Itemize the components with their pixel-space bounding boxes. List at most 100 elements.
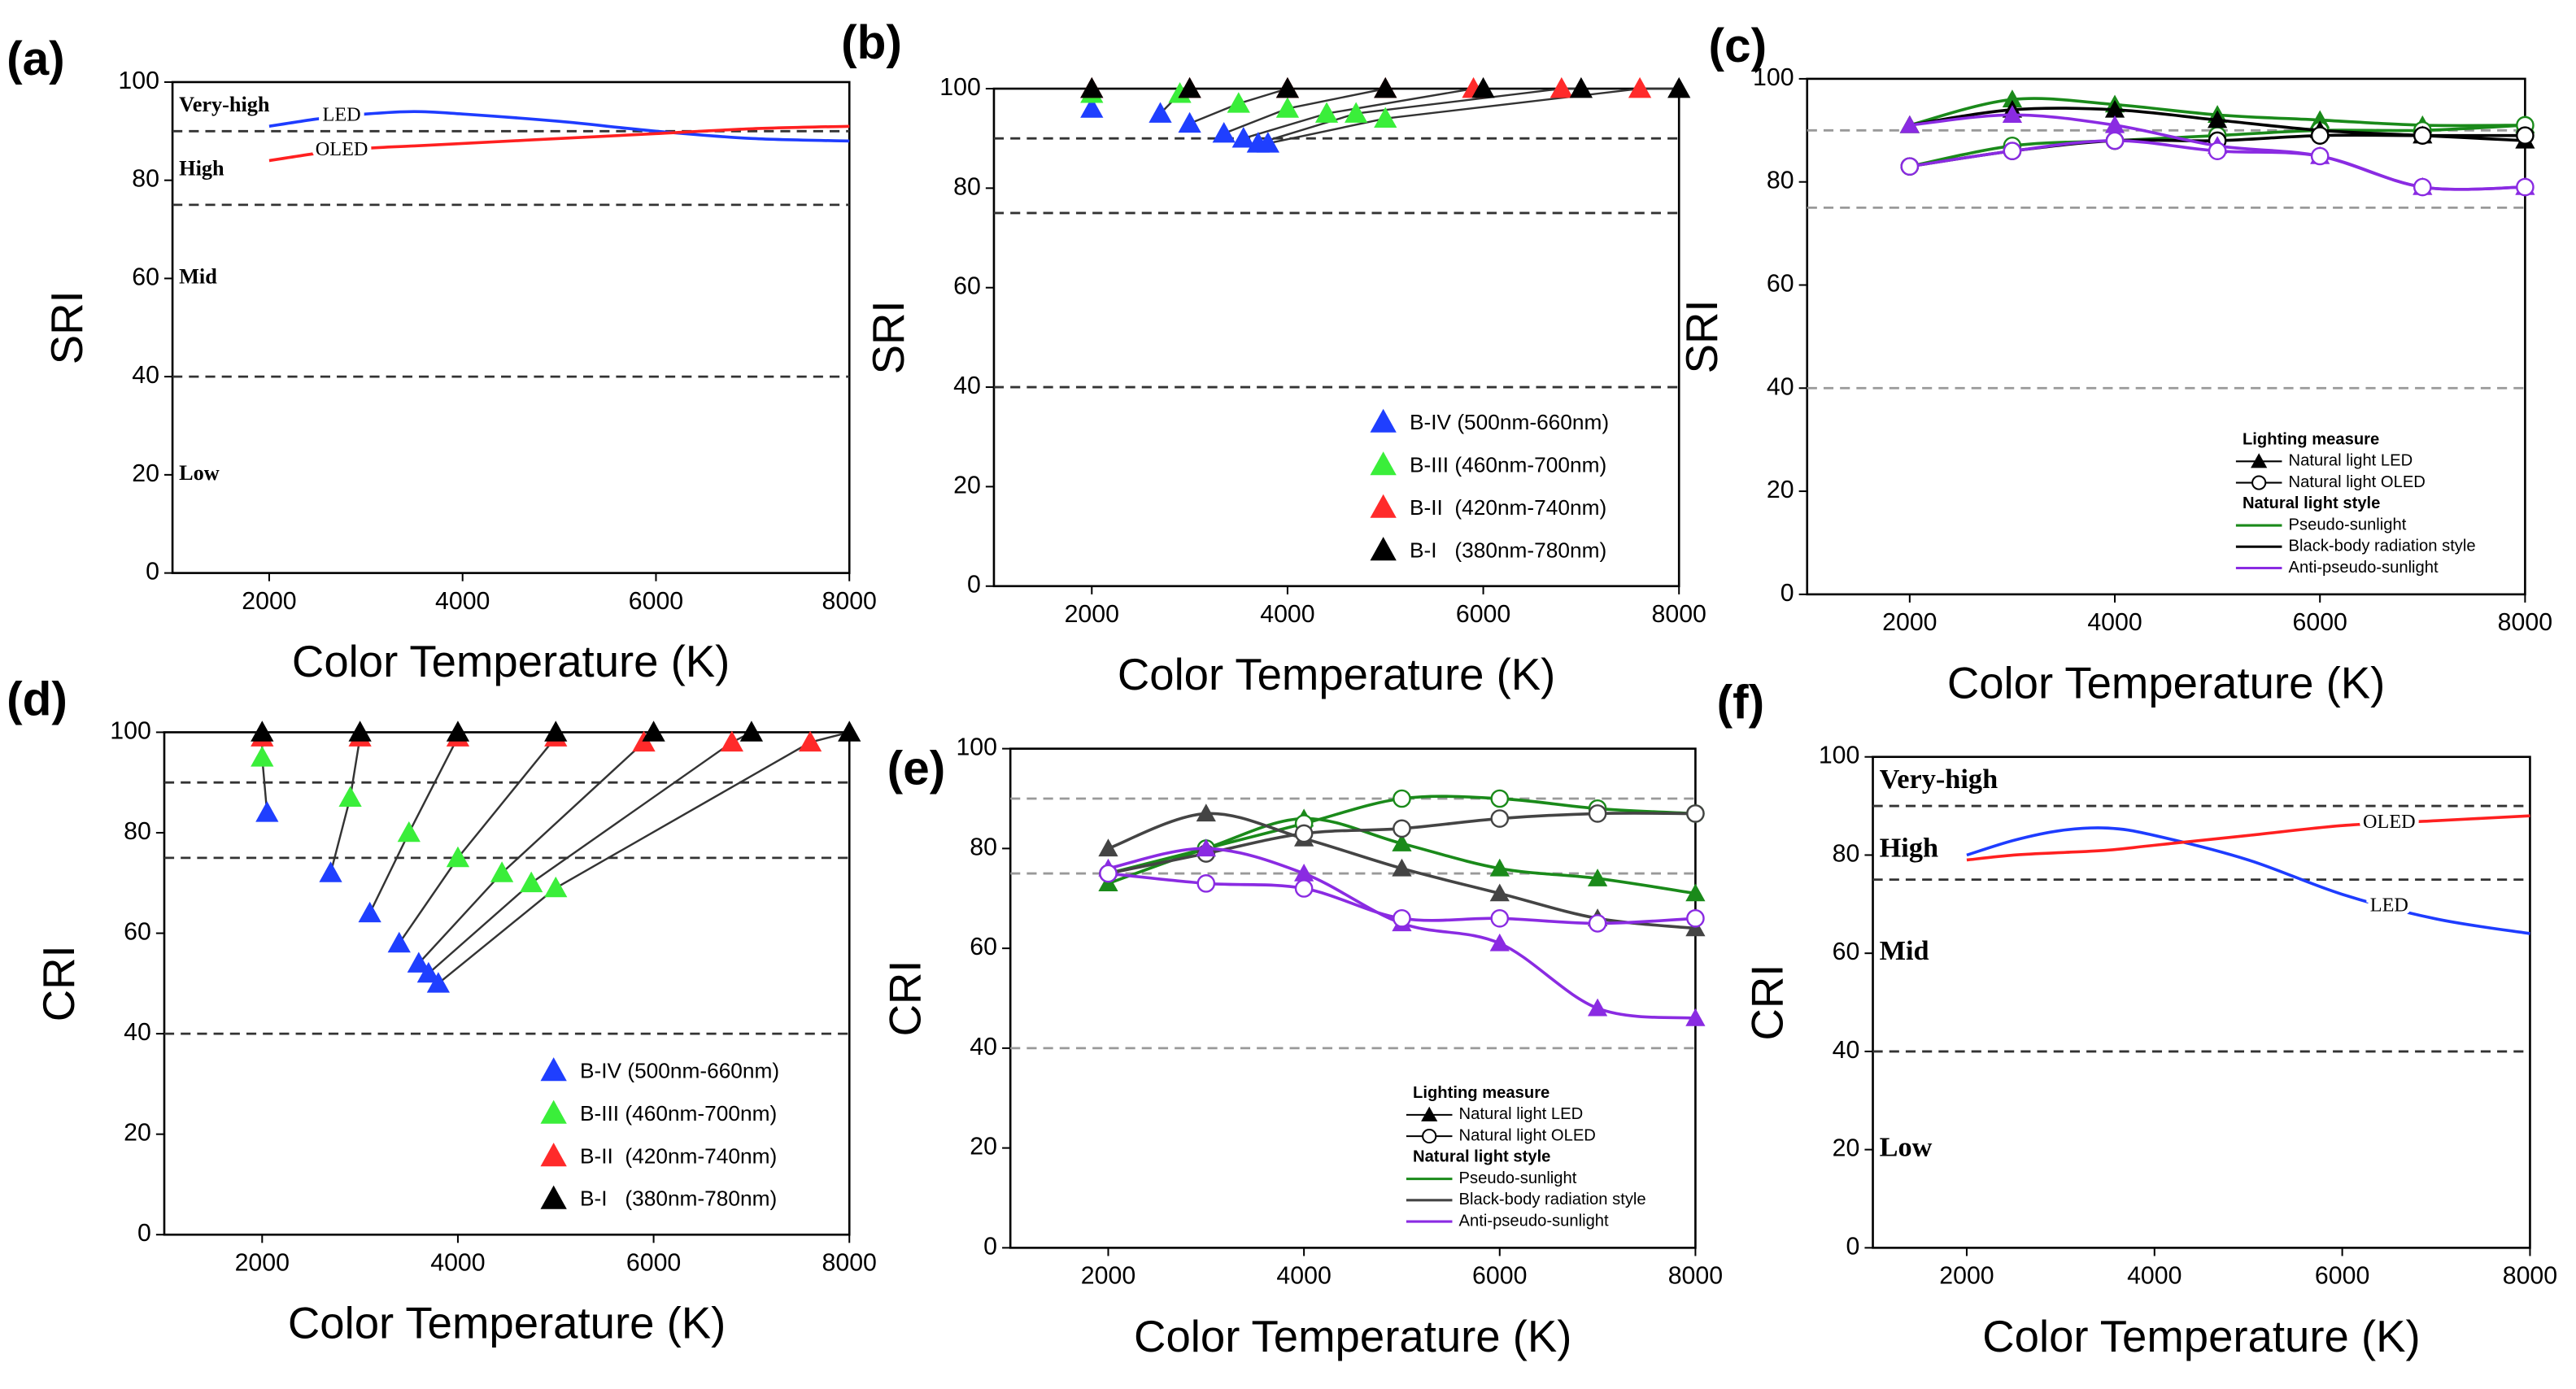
point-marker [1345,102,1368,123]
point-marker [2516,126,2535,145]
zone-label: Low [1880,1132,1933,1163]
series-line [1966,814,2530,862]
y-axis-title: CRI [34,945,84,1021]
point-marker [1392,858,1412,877]
legend-title: Lighting measure [2243,430,2379,448]
connector [1223,107,1288,135]
point-marker [642,721,665,742]
panel: (a) SRI Color Temperature (K) 2000 4000 6000 8… [7,33,877,686]
y-tick-label: 20 [953,472,981,499]
y-axis-title: CRI [1743,964,1793,1041]
zone-label: High [1880,832,1938,863]
connector [329,797,351,873]
series-name: OLED [316,138,368,160]
legend-marker [1370,451,1397,476]
x-axis-title: Color Temperature (K) [1947,658,2385,708]
legend-label: Black-body radiation style [2289,538,2476,555]
point-marker [2002,89,2023,107]
y-tick-label: 20 [124,1120,151,1147]
x-tick-label: 2000 [1882,609,1937,636]
y-tick-label: 100 [1819,742,1860,769]
legend-label: Natural light LED [1459,1105,1584,1123]
point-marker [1550,76,1573,98]
plot-frame [992,87,1680,588]
point-marker [2207,110,2228,128]
point-marker [1178,111,1201,133]
point-marker [1294,879,1314,898]
point-marker [1314,102,1339,123]
point-marker [2413,126,2432,145]
x-axis-title: Color Temperature (K) [288,1299,726,1348]
connector [1385,87,1641,120]
point-marker [544,876,568,898]
point-marker [1392,834,1412,851]
x-tick-label: 6000 [2293,609,2347,636]
legend-title: Natural light style [2243,494,2380,512]
point-marker [1587,869,1608,886]
legend-label: B-II (420nm-740nm) [580,1143,777,1168]
panel: (e) CRI Color Temperature (K) 2000 4000 6000 8… [880,734,1723,1361]
x-tick-label: 2000 [1065,601,1119,628]
y-tick-label: 0 [983,1233,997,1260]
zone-label: Mid [179,264,217,288]
plot-frame [171,81,851,574]
point-marker [1686,908,1705,928]
point-marker [1489,933,1510,951]
x-tick-label: 4000 [435,588,490,615]
legend-label: B-II (420nm-740nm) [1410,495,1606,520]
point-marker [407,951,430,973]
point-marker [2105,131,2125,150]
y-tick-label: 80 [124,818,151,845]
y-axis-title: CRI [880,960,930,1037]
connector [456,736,557,859]
point-marker [2003,142,2022,160]
y-tick-label: 60 [970,934,997,960]
legend-label: B-III (460nm-700nm) [580,1101,777,1126]
y-tick-label: 100 [110,717,151,744]
y-tick-label: 80 [1833,840,1860,867]
point-marker [358,901,381,923]
x-tick-label: 8000 [2503,1263,2557,1290]
panel-label: (a) [7,33,65,85]
y-tick-label: 60 [124,919,151,946]
connector [1326,87,1474,115]
y-tick-label: 40 [124,1019,151,1046]
y-tick-label: 0 [1846,1233,1860,1260]
legend-label: Natural light LED [2289,452,2413,470]
point-marker [1588,804,1607,823]
y-tick-label: 20 [1767,477,1794,503]
legend-marker [540,1143,567,1167]
legend-marker [1370,494,1397,518]
series-line [268,110,850,143]
panel: (c) SRI Color Temperature (K) 2000 4000 6000 8… [1677,20,2552,708]
connector [501,741,645,874]
plot-frame [163,731,851,1236]
connector [1356,87,1562,115]
x-tick-label: 6000 [2315,1263,2369,1290]
point-marker [1099,864,1118,883]
y-tick-label: 40 [132,362,159,389]
point-marker [1212,121,1236,143]
legend-marker [540,1185,567,1209]
series-name: OLED [2363,811,2416,833]
y-tick-label: 20 [970,1134,997,1160]
x-tick-label: 4000 [1260,601,1314,628]
panel-label: (c) [1709,20,1767,72]
point-marker [348,721,372,742]
x-tick-label: 4000 [2087,609,2142,636]
point-marker [1275,76,1300,98]
point-marker [1393,789,1411,808]
y-tick-label: 40 [953,372,981,399]
y-tick-label: 60 [1833,938,1860,965]
point-marker [426,972,451,993]
point-marker [1080,76,1104,98]
plot-frame [1009,747,1697,1249]
y-tick-label: 0 [137,1220,151,1247]
y-tick-label: 20 [132,460,159,487]
point-marker [1489,858,1510,877]
connector [530,741,733,884]
legend-label: B-I (380nm-780nm) [580,1187,777,1211]
plot-frame [1806,77,2526,596]
panel-label: (b) [841,16,902,69]
y-tick-label: 40 [970,1034,997,1060]
